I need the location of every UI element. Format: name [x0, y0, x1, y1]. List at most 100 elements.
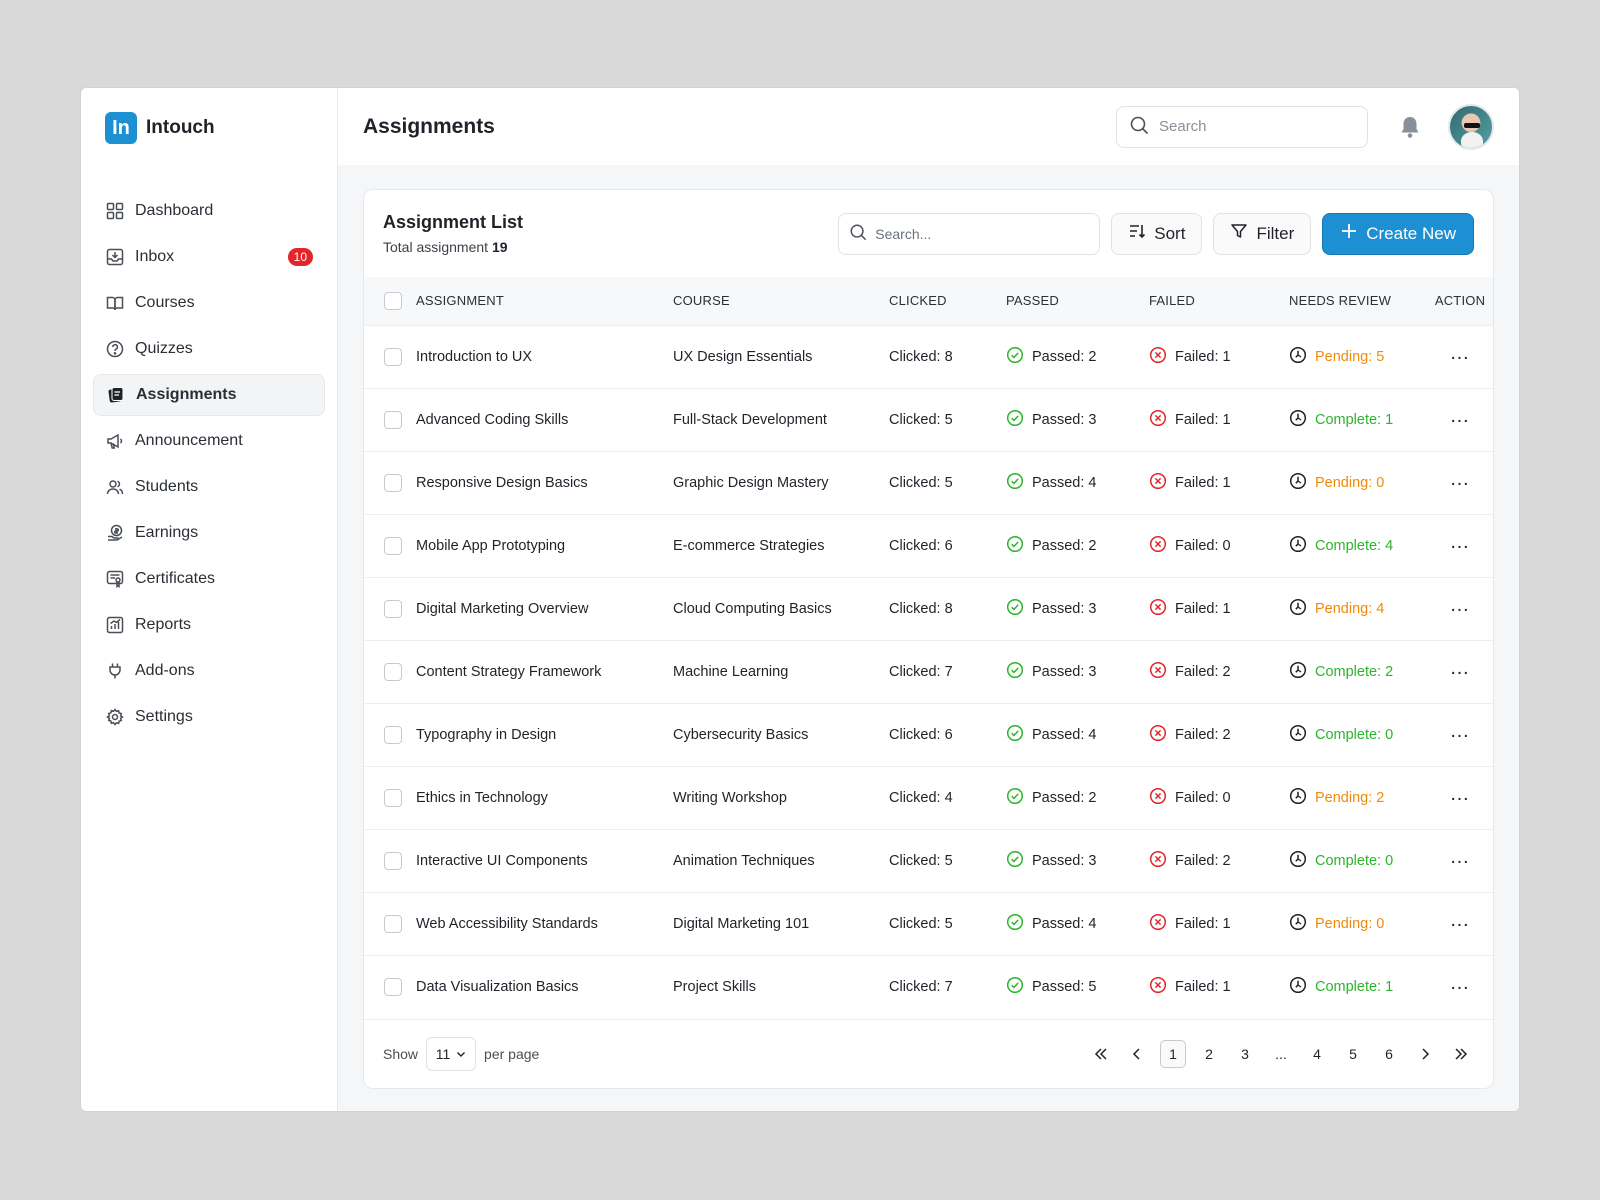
course-cell: UX Design Essentials [673, 324, 889, 388]
row-checkbox[interactable] [384, 473, 402, 492]
sidebar-item-settings[interactable]: Settings [93, 696, 325, 738]
more-options-icon[interactable]: … [1449, 972, 1471, 995]
sidebar-item-quizzes[interactable]: Quizzes [93, 328, 325, 370]
card-title-block: Assignment List Total assignment 19 [383, 212, 523, 255]
table-row[interactable]: Introduction to UX UX Design Essentials Cl… [364, 324, 1493, 388]
sidebar-item-students[interactable]: Students [93, 466, 325, 508]
passed-cell: Passed: 4 [1032, 915, 1097, 932]
filter-label: Filter [1256, 223, 1295, 243]
row-checkbox[interactable] [384, 851, 402, 870]
page-button[interactable]: 5 [1349, 1046, 1357, 1062]
clock-icon [1289, 409, 1307, 431]
course-cell: Full-Stack Development [673, 387, 889, 451]
column-header-failed[interactable]: FAILED [1149, 293, 1195, 309]
select-all-checkbox[interactable] [384, 291, 402, 310]
sidebar-item-announcement[interactable]: Announcement [93, 420, 325, 462]
column-header-course[interactable]: COURSE [673, 293, 730, 309]
filter-button[interactable]: Filter [1213, 212, 1312, 255]
table-row[interactable]: Mobile App Prototyping E-commerce Strateg… [364, 513, 1493, 577]
table-row[interactable]: Data Visualization Basics Project Skills C… [364, 954, 1493, 1018]
row-checkbox[interactable] [384, 788, 402, 807]
page-button[interactable]: 1 [1160, 1040, 1186, 1068]
global-search-input[interactable]: Search [1116, 105, 1368, 148]
table-row[interactable]: Responsive Design Basics Graphic Design M… [364, 450, 1493, 514]
sidebar-item-add-ons[interactable]: Add-ons [93, 650, 325, 692]
table-row[interactable]: Interactive UI Components Animation Techn… [364, 828, 1493, 892]
first-page-icon[interactable] [1088, 1040, 1114, 1068]
more-options-icon[interactable]: … [1449, 594, 1471, 616]
book-icon [105, 293, 125, 313]
more-options-icon[interactable]: … [1449, 468, 1471, 490]
notification-bell-icon[interactable] [1390, 107, 1430, 147]
more-options-icon[interactable]: … [1449, 909, 1471, 931]
page-button[interactable]: 2 [1205, 1046, 1213, 1062]
last-page-icon[interactable] [1448, 1040, 1474, 1068]
sidebar-item-earnings[interactable]: Earnings [93, 512, 325, 554]
more-options-icon[interactable]: … [1449, 405, 1471, 427]
more-options-icon[interactable]: … [1449, 531, 1471, 553]
assignment-cell: Ethics in Technology [416, 765, 673, 829]
sort-button[interactable]: Sort [1111, 212, 1203, 255]
sidebar-item-label: Settings [135, 708, 193, 725]
course-cell: Cybersecurity Basics [673, 702, 889, 766]
row-checkbox[interactable] [384, 725, 402, 744]
grid-icon [105, 201, 125, 221]
create-new-button[interactable]: Create New [1322, 212, 1474, 255]
sidebar-item-certificates[interactable]: Certificates [93, 558, 325, 600]
list-search-input[interactable]: Search... [838, 212, 1101, 255]
table-row[interactable]: Web Accessibility Standards Digital Marke… [364, 891, 1493, 955]
sidebar-item-dashboard[interactable]: Dashboard [93, 190, 325, 232]
question-icon [105, 339, 125, 359]
column-header-assignment[interactable]: ASSIGNMENT [416, 293, 504, 309]
table-row[interactable]: Content Strategy Framework Machine Learni… [364, 639, 1493, 703]
more-options-icon[interactable]: … [1449, 783, 1471, 805]
clock-icon [1289, 472, 1307, 494]
clicked-cell: Clicked: 4 [889, 765, 1006, 829]
column-header-clicked[interactable]: CLICKED [889, 293, 947, 309]
more-options-icon[interactable]: … [1449, 342, 1471, 364]
more-options-icon[interactable]: … [1449, 720, 1471, 742]
clicked-cell: Clicked: 6 [889, 513, 1006, 577]
row-checkbox[interactable] [384, 410, 402, 429]
table-row[interactable]: Typography in Design Cybersecurity Basics… [364, 702, 1493, 766]
more-options-icon[interactable]: … [1449, 657, 1471, 679]
column-header-needs-review[interactable]: NEEDS REVIEW [1289, 293, 1392, 309]
total-count: 19 [491, 239, 508, 255]
next-page-icon[interactable] [1412, 1040, 1438, 1068]
page-button[interactable]: 4 [1313, 1046, 1321, 1062]
page-button[interactable]: 3 [1241, 1046, 1249, 1062]
row-checkbox[interactable] [384, 662, 402, 681]
clock-icon [1289, 913, 1307, 935]
user-avatar[interactable] [1448, 103, 1494, 150]
sidebar-item-reports[interactable]: Reports [93, 604, 325, 646]
row-checkbox[interactable] [384, 599, 402, 618]
check-circle-icon [1006, 535, 1024, 557]
row-checkbox[interactable] [384, 914, 402, 933]
previous-page-icon[interactable] [1124, 1040, 1150, 1068]
table-row[interactable]: Ethics in Technology Writing Workshop Clic… [364, 765, 1493, 829]
per-page-select[interactable]: 11 [426, 1037, 477, 1071]
row-checkbox[interactable] [384, 977, 402, 996]
list-search-placeholder: Search... [875, 225, 932, 242]
table-row[interactable]: Digital Marketing Overview Cloud Computin… [364, 576, 1493, 640]
review-status: Complete: 0 [1315, 852, 1394, 869]
sidebar-item-assignments[interactable]: Assignments [93, 374, 325, 416]
sidebar-item-inbox[interactable]: Inbox 10 [93, 236, 325, 278]
table-row[interactable]: Advanced Coding Skills Full-Stack Develop… [364, 387, 1493, 451]
clock-icon [1289, 850, 1307, 872]
column-header-passed[interactable]: PASSED [1006, 293, 1059, 309]
brand[interactable]: In Intouch [93, 112, 325, 144]
row-checkbox[interactable] [384, 536, 402, 555]
failed-cell: Failed: 1 [1175, 474, 1231, 491]
sidebar-item-label: Assignments [136, 386, 237, 403]
page-button[interactable]: 6 [1385, 1046, 1393, 1062]
more-options-icon[interactable]: … [1449, 846, 1471, 868]
row-checkbox[interactable] [384, 347, 402, 366]
sidebar-item-courses[interactable]: Courses [93, 282, 325, 324]
clicked-cell: Clicked: 6 [889, 702, 1006, 766]
check-circle-icon [1006, 661, 1024, 683]
check-circle-icon [1006, 850, 1024, 872]
passed-cell: Passed: 3 [1032, 600, 1097, 617]
global-search-placeholder: Search [1159, 118, 1207, 135]
failed-cell: Failed: 1 [1175, 978, 1231, 995]
